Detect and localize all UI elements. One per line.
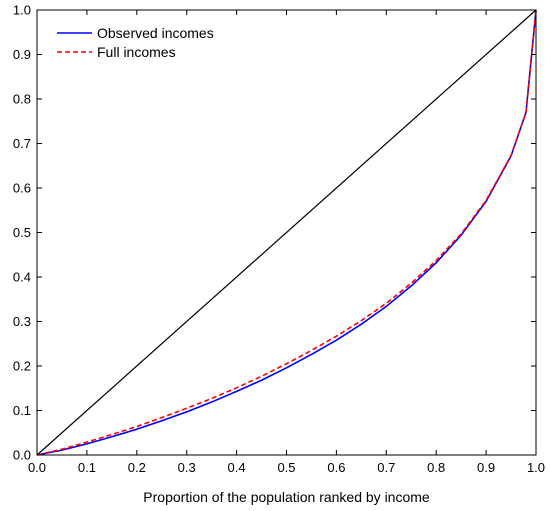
x-tick-label: 0.1 [78,460,96,475]
x-tick-label: 0.9 [477,460,495,475]
y-tick-label: 0.9 [13,47,31,62]
legend-label-observed-incomes: Observed incomes [97,25,214,41]
x-tick-label: 0.8 [427,460,445,475]
x-tick-label: 0.5 [277,460,295,475]
x-tick-label: 0.4 [228,460,246,475]
plot-marks [36,9,537,456]
x-tick-label: 0.3 [178,460,196,475]
legend: Observed incomes Full incomes [57,25,214,60]
legend-label-full-incomes: Full incomes [97,44,176,60]
y-tick-label: 1.0 [13,3,31,18]
equality-line [36,9,537,456]
x-tick-label: 0.6 [327,460,345,475]
x-tick-label: 0.0 [28,460,46,475]
x-axis-ticks: 0.0 0.1 0.2 0.3 0.4 0.5 0.6 0.7 0.8 0.9 1.0 [28,10,545,475]
y-tick-label: 0.5 [13,225,31,240]
y-tick-label: 0.3 [13,314,31,329]
y-tick-label: 0.6 [13,181,31,196]
y-tick-label: 0.1 [13,403,31,418]
y-tick-label: 0.2 [13,359,31,374]
series-line-full-incomes [36,9,537,456]
x-tick-label: 0.2 [128,460,146,475]
x-tick-label: 0.7 [377,460,395,475]
x-tick-label: 1.0 [527,460,545,475]
y-tick-label: 0.7 [13,136,31,151]
y-axis-ticks: 0.0 0.1 0.2 0.3 0.4 0.5 0.6 0.7 0.8 0.9 1.0 [13,3,536,463]
y-tick-label: 0.0 [13,448,31,463]
y-tick-label: 0.4 [13,270,31,285]
x-axis-title: Proportion of the population ranked by i… [143,489,430,505]
y-tick-label: 0.8 [13,92,31,107]
